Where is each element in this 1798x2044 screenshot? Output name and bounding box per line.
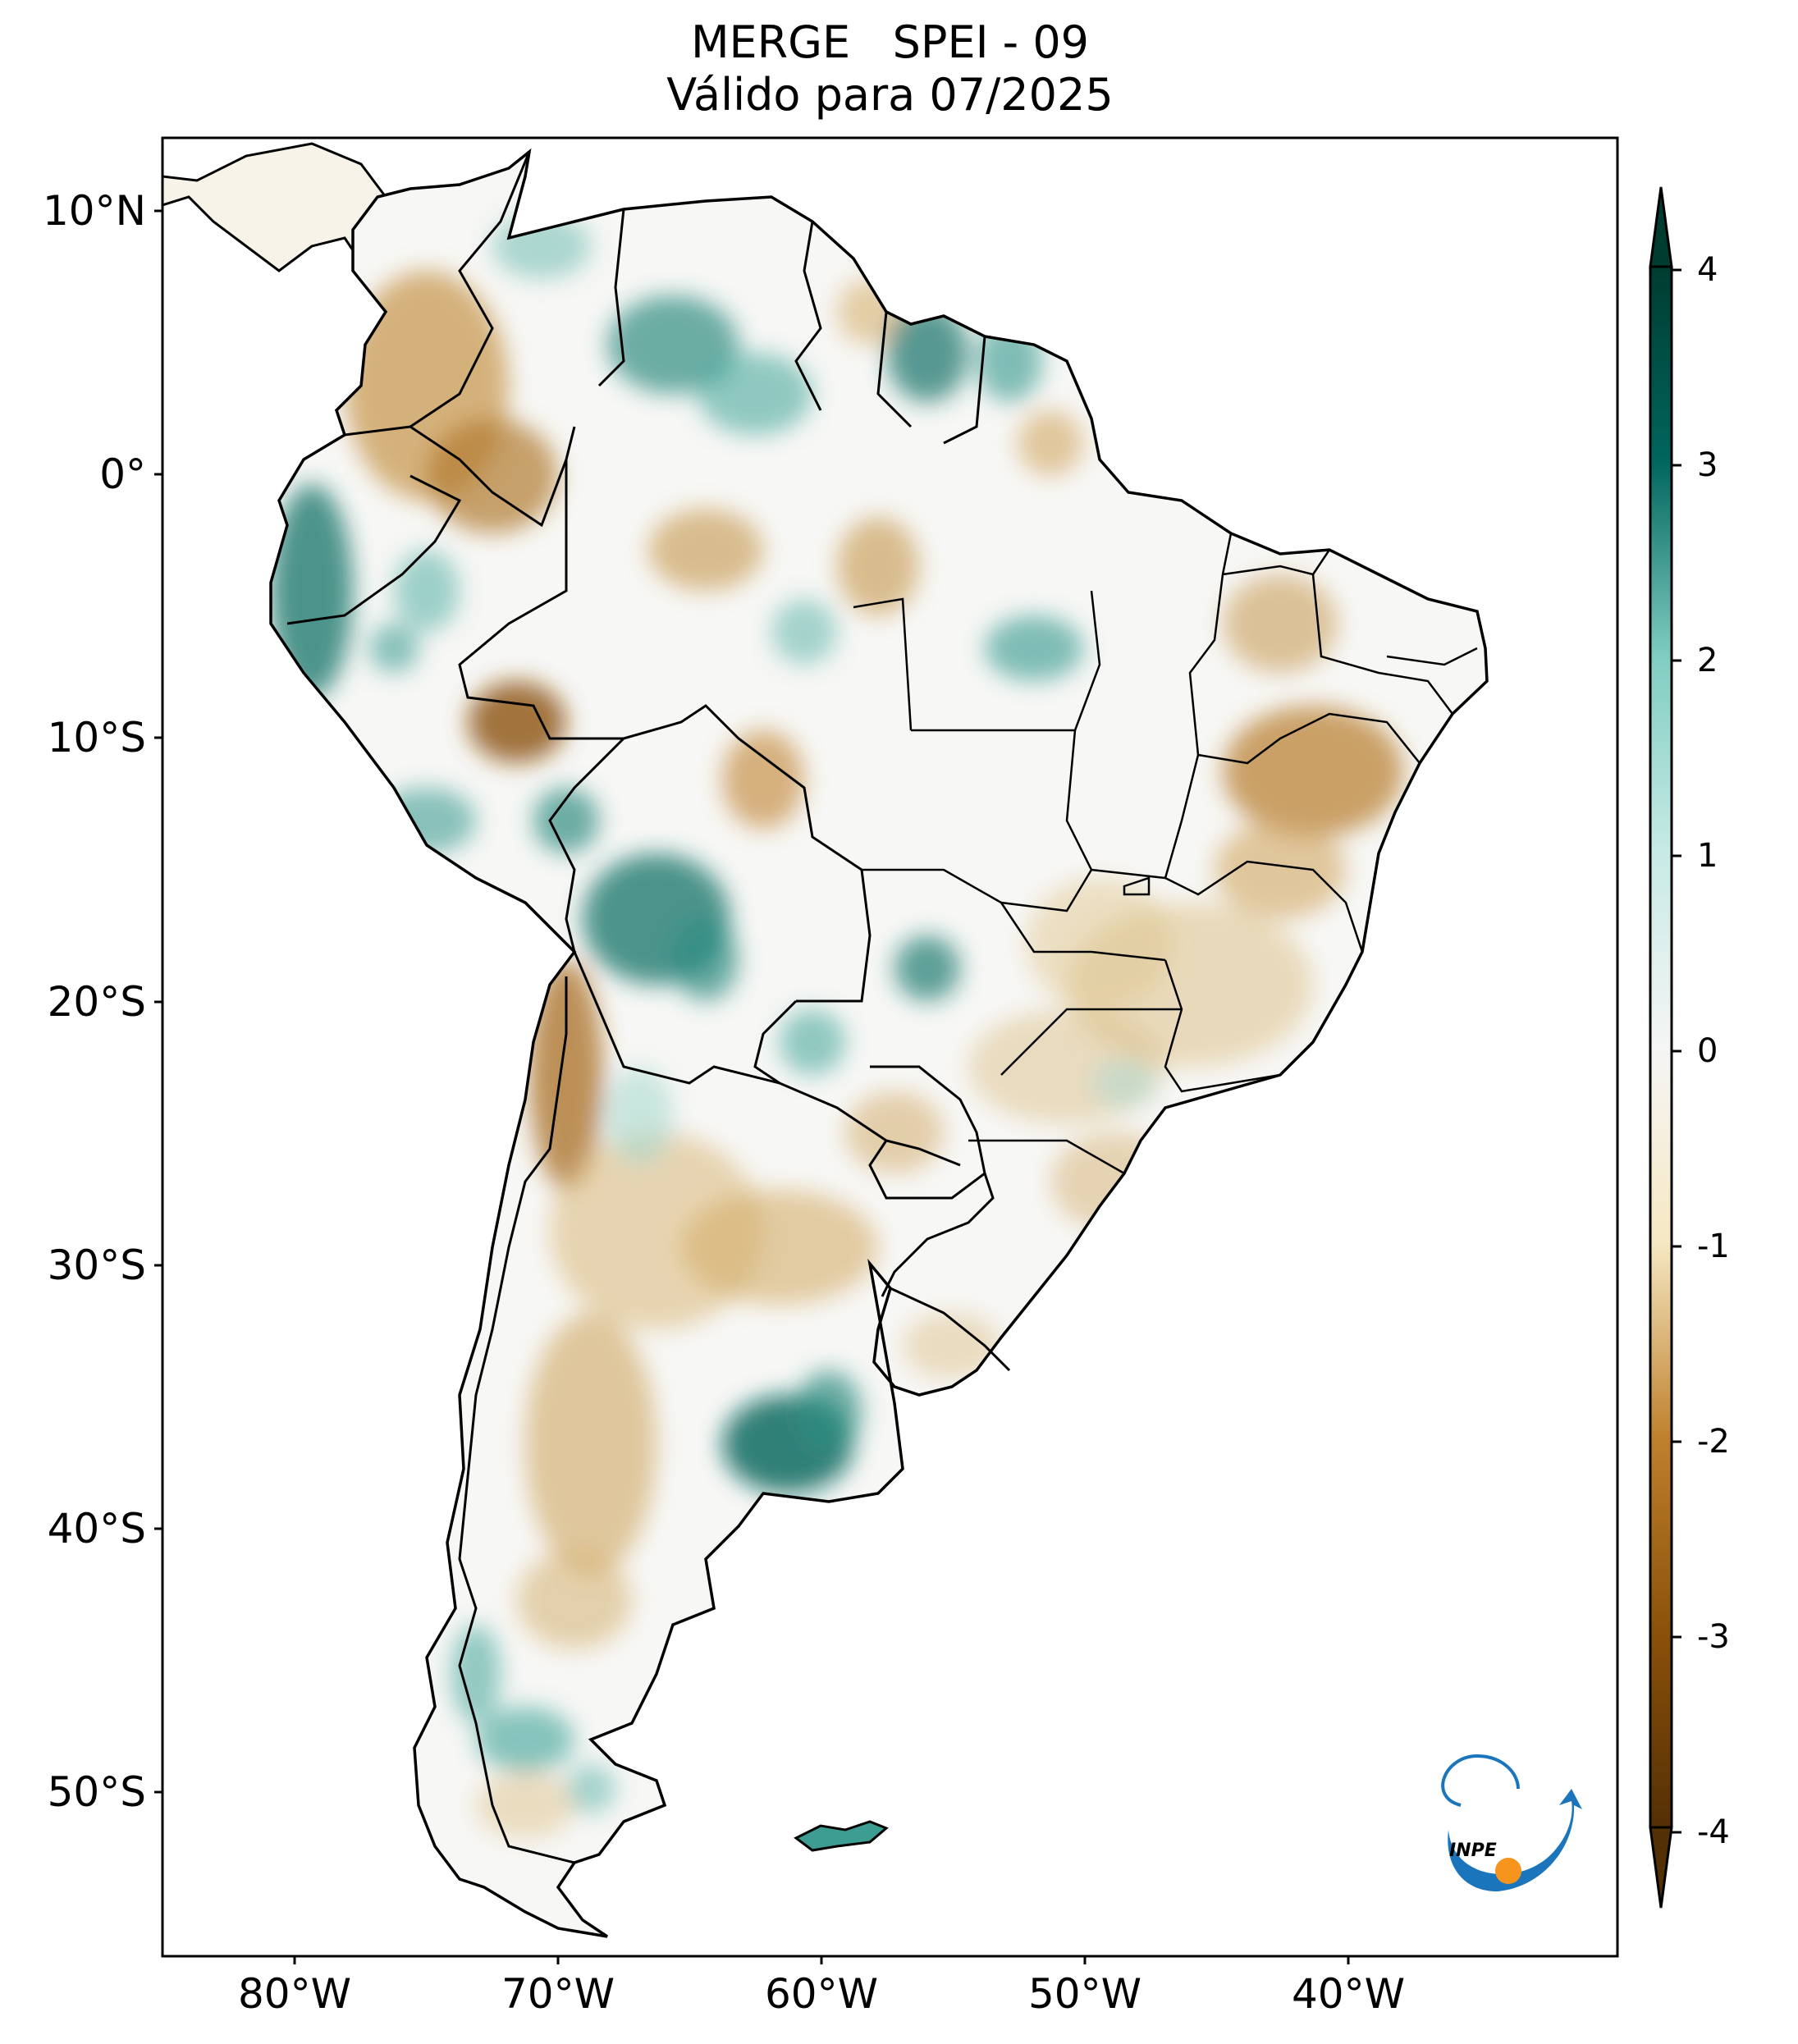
lat-label-50s: 50°S bbox=[47, 1768, 146, 1816]
lat-label-20s: 20°S bbox=[47, 978, 146, 1026]
lon-label-50w: 50°W bbox=[1027, 1970, 1142, 2018]
colorbar-extend-min bbox=[1649, 1826, 1673, 1909]
inpe-logo: INPE bbox=[1441, 1754, 1582, 1891]
title-line-2: Válido para 07/2025 bbox=[666, 69, 1114, 121]
lon-label-70w: 70°W bbox=[501, 1970, 615, 2018]
lat-label-40s: 40°S bbox=[47, 1505, 146, 1552]
lat-label-10n: 10°N bbox=[42, 187, 146, 235]
colorbar-tick-3: 3 bbox=[1697, 446, 1718, 484]
spei-field bbox=[271, 213, 1403, 1838]
colorbar-tick-neg3: -3 bbox=[1697, 1618, 1730, 1656]
colorbar bbox=[1649, 186, 1681, 1909]
colorbar-tick-4: 4 bbox=[1697, 251, 1718, 289]
colorbar-extend-max bbox=[1649, 186, 1673, 268]
lon-label-40w: 40°W bbox=[1291, 1970, 1406, 2018]
logo-swoosh-icon bbox=[1448, 1789, 1582, 1891]
axis-tick-marks bbox=[154, 209, 1350, 1964]
colorbar-tick-2: 2 bbox=[1697, 642, 1718, 679]
lat-label-0: 0° bbox=[99, 450, 146, 498]
lat-label-10s: 10°S bbox=[47, 714, 146, 761]
country-borders bbox=[286, 151, 1011, 1864]
colorbar-tick-0: 0 bbox=[1697, 1032, 1718, 1070]
colorbar-tick-neg4: -4 bbox=[1697, 1813, 1730, 1851]
lon-label-80w: 80°W bbox=[237, 1970, 352, 2018]
colorbar-tick-neg1: -1 bbox=[1697, 1228, 1730, 1265]
state-borders bbox=[853, 533, 1478, 1175]
logo-text: INPE bbox=[1449, 1841, 1497, 1861]
falkland-islands bbox=[794, 1820, 889, 1852]
map-frame bbox=[161, 136, 1619, 1958]
lon-label-60w: 60°W bbox=[764, 1970, 879, 2018]
map-title: MERGE SPEI - 09 Válido para 07/2025 bbox=[162, 16, 1617, 121]
colorbar-tick-1: 1 bbox=[1697, 837, 1718, 875]
logo-dot-icon bbox=[1495, 1858, 1521, 1884]
colorbar-scale bbox=[1649, 265, 1673, 1829]
title-line-1: MERGE SPEI - 09 bbox=[690, 16, 1090, 68]
colorbar-tick-neg2: -2 bbox=[1697, 1423, 1730, 1461]
lat-label-30s: 30°S bbox=[47, 1241, 146, 1289]
